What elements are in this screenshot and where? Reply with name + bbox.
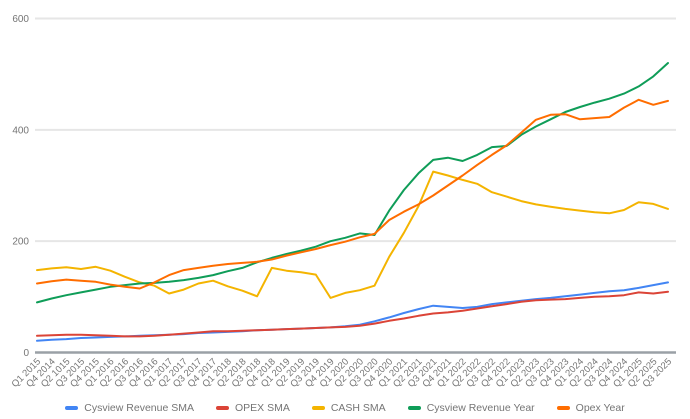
- y-axis-tick-label: 0: [23, 348, 29, 359]
- legend-item-cysview-revenue-year[interactable]: Cysview Revenue Year: [407, 402, 535, 414]
- legend-item-opex-sma[interactable]: OPEX SMA: [215, 402, 290, 414]
- legend-item-opex-year[interactable]: Opex Year: [556, 402, 625, 414]
- legend-swatch: [311, 406, 325, 410]
- legend-label: Cysview Revenue SMA: [84, 402, 194, 414]
- legend-item-cash-sma[interactable]: CASH SMA: [311, 402, 386, 414]
- legend-label: Cysview Revenue Year: [426, 402, 535, 414]
- legend-label: OPEX SMA: [234, 402, 290, 414]
- y-axis-tick-label: 600: [12, 14, 29, 25]
- series-line-opex-sma[interactable]: [36, 290, 669, 338]
- legend-label: Opex Year: [575, 402, 625, 414]
- legend-swatch: [215, 406, 229, 410]
- legend-item-cysview-revenue-sma[interactable]: Cysview Revenue SMA: [65, 402, 194, 414]
- y-axis-tick-label: 200: [12, 237, 29, 248]
- legend-label: CASH SMA: [330, 402, 386, 414]
- y-axis-tick-label: 400: [12, 125, 29, 136]
- legend-swatch: [556, 406, 570, 410]
- legend-swatch: [407, 406, 421, 410]
- series-line-cysview-revenue-year[interactable]: [36, 62, 669, 304]
- series-line-opex-year[interactable]: [36, 98, 669, 290]
- chart-legend: Cysview Revenue SMA OPEX SMA CASH SMA Cysvi…: [0, 402, 690, 414]
- legend-swatch: [65, 406, 79, 410]
